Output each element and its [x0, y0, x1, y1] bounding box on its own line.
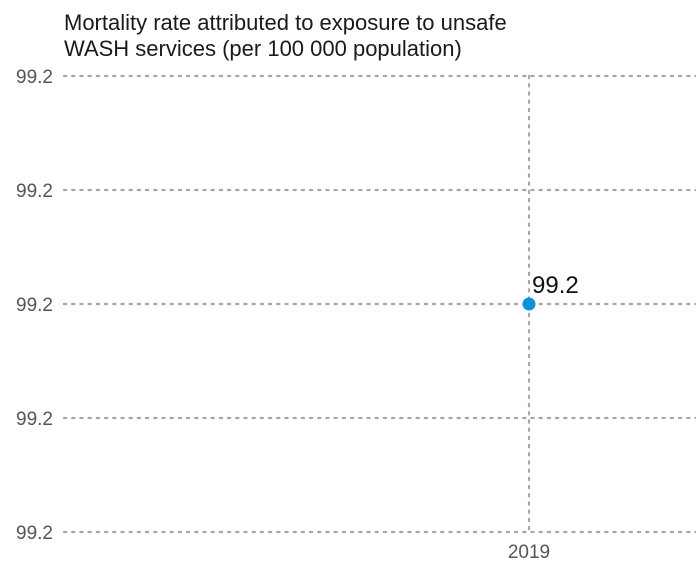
y-tick-label-0: 99.2 [16, 67, 53, 88]
y-tick-label-4: 99.2 [16, 523, 53, 544]
data-marks: 99.2 [522, 272, 579, 311]
chart-title-line-2: WASH services (per 100 000 population) [64, 36, 462, 61]
x-axis: 2019 [508, 542, 550, 563]
y-tick-label-3: 99.2 [16, 409, 53, 430]
y-axis: 99.2 99.2 99.2 99.2 99.2 [16, 67, 53, 544]
data-point-0-0 [522, 297, 536, 311]
gridlines [62, 74, 696, 534]
y-tick-label-1: 99.2 [16, 181, 53, 202]
y-tick-label-2: 99.2 [16, 295, 53, 316]
chart-title: Mortality rate attributed to exposure to… [64, 10, 507, 61]
data-label-0-0: 99.2 [532, 272, 579, 299]
chart-title-line-1: Mortality rate attributed to exposure to… [64, 10, 507, 35]
x-tick-label-0: 2019 [508, 542, 550, 563]
